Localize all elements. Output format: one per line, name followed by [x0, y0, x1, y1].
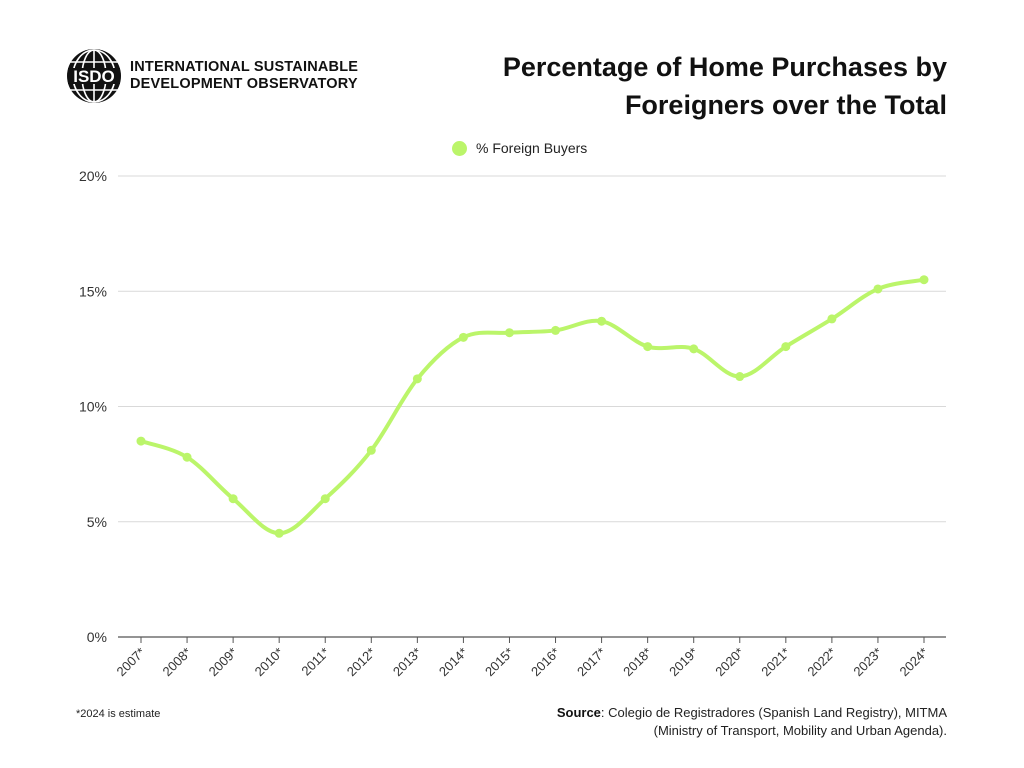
x-tick-label: 2022* [804, 645, 839, 680]
x-tick-label: 2023* [850, 645, 885, 680]
brand: ISDO INTERNATIONAL SUSTAINABLE DEVELOPME… [66, 48, 358, 104]
x-tick-label: 2013* [390, 645, 425, 680]
data-point [597, 316, 607, 326]
source-line-2: (Ministry of Transport, Mobility and Urb… [653, 723, 947, 738]
data-point [320, 494, 330, 504]
data-point [643, 342, 653, 352]
data-point [366, 445, 376, 455]
brand-line-1: INTERNATIONAL SUSTAINABLE [130, 59, 359, 75]
x-tick-label: 2021* [758, 645, 793, 680]
x-tick-label: 2018* [620, 645, 655, 680]
data-point [873, 284, 883, 294]
legend: % Foreign Buyers [452, 140, 587, 156]
footnote: *2024 is estimate [76, 708, 161, 720]
data-point [136, 436, 146, 446]
data-point [919, 275, 929, 285]
data-point [228, 494, 238, 504]
data-point [458, 332, 468, 342]
x-tick-label: 2020* [712, 645, 747, 680]
source-line-1: : Colegio de Registradores (Spanish Land… [600, 705, 947, 720]
y-tick-label: 0% [87, 629, 107, 645]
data-point [735, 372, 745, 382]
x-tick-label: 2016* [528, 645, 563, 680]
x-tick-label: 2011* [298, 645, 332, 679]
x-tick-label: 2009* [206, 645, 241, 680]
y-tick-label: 20% [79, 168, 107, 184]
data-point [689, 344, 699, 354]
brand-line-2: DEVELOPMENT OBSERVATORY [130, 76, 358, 92]
source-label: Source [556, 705, 601, 720]
chart-title: Percentage of Home Purchases by Foreigne… [387, 48, 947, 124]
legend-label: % Foreign Buyers [476, 140, 588, 156]
source-note: Source: Colegio de Registradores (Spanis… [487, 704, 947, 740]
x-tick-label: 2008* [160, 645, 195, 680]
x-tick-label: 2010* [252, 645, 287, 680]
x-tick-label: 2015* [482, 645, 517, 680]
x-tick-label: 2019* [666, 645, 701, 680]
x-tick-label: 2014* [436, 645, 471, 680]
y-tick-label: 15% [79, 283, 107, 299]
data-point [274, 528, 284, 538]
chart-title-line-1: Percentage of Home Purchases by [502, 52, 947, 82]
legend-swatch [452, 140, 467, 156]
isdo-globe-logo: ISDO [67, 49, 121, 103]
data-point [827, 314, 837, 324]
x-tick-label: 2017* [574, 645, 609, 680]
data-point [182, 452, 192, 462]
data-point [551, 325, 561, 335]
x-tick-label: 2007* [113, 645, 148, 680]
logo-text: ISDO [73, 67, 115, 86]
x-tick-label: 2012* [344, 645, 379, 680]
y-tick-label: 5% [87, 514, 107, 530]
brand-name: INTERNATIONAL SUSTAINABLE DEVELOPMENT OB… [130, 59, 358, 93]
data-point [781, 342, 791, 352]
y-tick-label: 10% [79, 399, 107, 415]
x-tick-label: 2024* [896, 645, 931, 680]
data-point [412, 374, 422, 384]
data-point [504, 328, 514, 338]
chart-title-line-2: Foreigners over the Total [624, 90, 947, 120]
